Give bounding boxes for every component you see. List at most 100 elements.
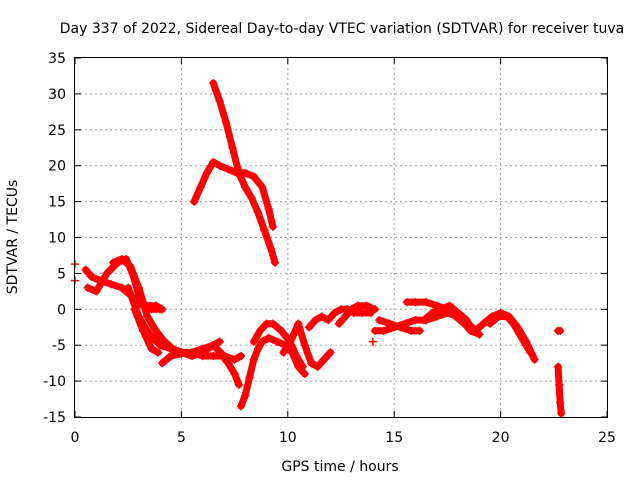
data-point [317,312,327,321]
data-point [117,254,127,264]
data-point [130,305,139,314]
data-point [428,308,437,318]
data-point [358,308,367,318]
data-point [411,315,420,325]
y-tick-label: -15 [43,410,66,426]
data-point [470,326,480,336]
data-point [509,319,518,328]
series-group [70,78,566,418]
data-point [300,369,310,379]
series-line [280,320,334,371]
data-point [223,165,233,174]
data-point [143,312,152,321]
data-point [341,312,350,321]
series-track-f [157,337,224,368]
data-point [215,96,224,106]
x-tick-label: 20 [492,430,510,446]
y-tick-label: 15 [48,195,66,211]
data-point [153,348,163,357]
data-point [304,323,314,332]
y-tick-label: 25 [48,123,66,139]
x-tick-label: 15 [385,430,403,446]
y-tick-label: -10 [43,374,66,390]
data-point [294,319,303,328]
data-point [223,358,233,368]
series-track-r [419,301,471,325]
data-point [151,326,161,336]
data-point [515,330,525,339]
data-point [554,380,564,389]
data-point [555,326,565,336]
data-point [385,319,395,328]
data-point [249,172,259,181]
series-line [250,320,307,371]
data-point [147,344,156,354]
data-point [368,337,378,346]
data-point [240,391,250,400]
series-line [420,302,471,324]
data-point [264,333,273,343]
data-point [530,355,539,364]
y-tick-label: 10 [48,231,66,247]
series-line [131,305,162,356]
data-point [157,358,167,368]
series-track-l [279,319,335,371]
x-tick-label: 0 [71,430,80,446]
data-point [230,355,239,364]
data-point [419,315,429,325]
data-point [106,279,116,289]
data-point [353,301,363,310]
series-line [216,348,243,389]
data-point [215,337,224,346]
data-point [485,319,495,328]
data-point [253,344,263,354]
series-line [109,255,228,360]
series-track-j [236,333,310,411]
data-point [249,337,259,346]
data-point [87,272,97,282]
data-point [234,168,244,178]
axis-ticks: 0 5 10 15 20 25 -15 -10 -5 0 5 10 15 20 25 30 35 [43,51,616,446]
data-point [300,340,310,350]
data-point [270,258,280,267]
data-point [177,349,186,359]
data-point [326,348,335,357]
data-point [198,344,207,354]
data-point [255,326,265,336]
data-point [81,265,90,275]
data-point [311,315,320,325]
data-point [502,312,512,321]
data-point [245,373,254,382]
grid [75,58,607,417]
data-point [240,182,250,192]
data-point [196,182,205,192]
data-point [521,340,531,350]
data-point [247,193,256,203]
data-point [258,337,267,346]
data-point [126,261,135,271]
data-point [375,315,384,325]
data-point [366,305,376,314]
data-point [370,326,380,336]
data-point [462,315,471,325]
data-point [234,380,244,389]
data-point [411,297,420,307]
data-point [475,330,484,339]
data-point [155,305,165,314]
data-point [166,344,176,354]
data-point [402,297,412,307]
data-point [215,348,224,357]
data-point [258,182,267,192]
y-axis-label: SDTVAR / TECUs [5,180,21,295]
series-line [190,158,277,231]
data-point [268,319,278,328]
data-point [260,226,269,235]
data-point [556,409,566,418]
data-point [279,348,288,357]
data-point [230,369,239,379]
series-track-p [375,315,424,336]
data-point [166,351,176,361]
data-point [313,362,322,371]
data-point [155,340,165,350]
data-point [334,319,344,328]
